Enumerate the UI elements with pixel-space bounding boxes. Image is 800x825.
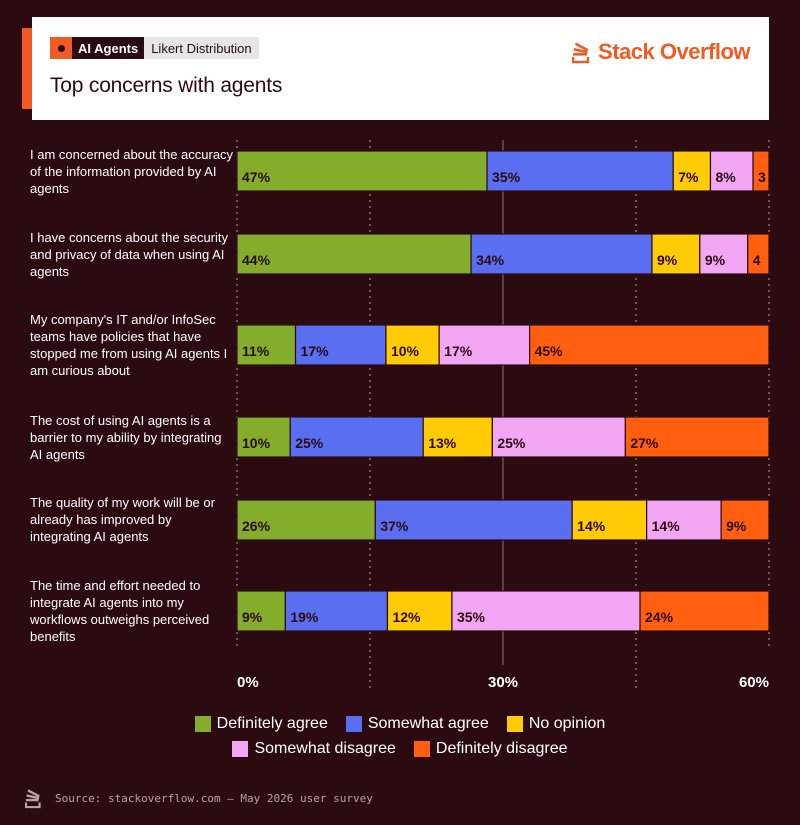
data-label: 10% xyxy=(242,435,271,451)
bar-segment xyxy=(752,150,770,192)
data-label: 14% xyxy=(577,518,606,534)
data-label: 4 xyxy=(753,252,761,268)
source-note: Source: stackoverflow.com – May 2026 use… xyxy=(25,787,373,809)
bar-segment xyxy=(284,590,389,632)
bar-segment xyxy=(385,324,440,366)
row-label: My company's IT and/or InfoSec teams hav… xyxy=(30,312,228,378)
data-label: 44% xyxy=(242,252,271,268)
bar-segment xyxy=(236,590,286,632)
legend-item-definitely-agree: Definitely agree xyxy=(194,715,328,733)
legend: Definitely agree Somewhat agree No opini… xyxy=(0,715,800,765)
legend-item-definitely-disagree: Definitely disagree xyxy=(413,740,568,758)
data-label: 19% xyxy=(290,609,319,625)
data-label: 25% xyxy=(295,435,324,451)
data-label: 27% xyxy=(630,435,659,451)
legend-swatch xyxy=(506,716,523,732)
bar-segment xyxy=(672,150,712,192)
bar-segment xyxy=(528,324,770,366)
bar-segment xyxy=(486,150,674,192)
tag-secondary: Likert Distribution xyxy=(144,37,259,59)
data-label: 34% xyxy=(476,252,505,268)
bar-segment xyxy=(236,324,297,366)
bar-segment xyxy=(451,590,641,632)
bar-segment xyxy=(571,499,648,541)
category-tag: AI Agents Likert Distribution xyxy=(50,37,259,59)
bar-segment xyxy=(491,416,626,458)
bar-segment xyxy=(289,416,424,458)
legend-label: Somewhat agree xyxy=(367,715,489,732)
data-label: 12% xyxy=(392,609,421,625)
data-label: 14% xyxy=(652,518,681,534)
data-label: 7% xyxy=(678,169,699,185)
data-label: 35% xyxy=(457,609,486,625)
legend-label: No opinion xyxy=(528,715,606,732)
bar-segment xyxy=(236,150,488,192)
data-label: 3 xyxy=(758,169,766,185)
legend-label: Definitely agree xyxy=(216,715,328,732)
brand-logo: Stack Overflow xyxy=(572,39,750,65)
data-label: 17% xyxy=(444,343,473,359)
bar-segment xyxy=(646,499,722,541)
bar-segment xyxy=(747,233,770,275)
header-accent-bar xyxy=(22,28,32,109)
brand-name: Stack Overflow xyxy=(598,39,750,64)
stacked-bar-chart: 47% 35% 7% 8% 3 44% 34% 9% 9% 4 11% 17% 10% 17% 45% 10%… xyxy=(236,140,770,691)
x-tick-label: 60% xyxy=(739,674,769,691)
data-label: 25% xyxy=(497,435,526,451)
x-tick-label: 30% xyxy=(488,674,518,691)
legend-label: Definitely disagree xyxy=(435,740,568,757)
legend-item-somewhat-agree: Somewhat agree xyxy=(345,715,489,733)
page-title: Top concerns with agents xyxy=(50,74,283,97)
legend-swatch xyxy=(232,741,249,757)
data-label: 26% xyxy=(242,518,271,534)
header-card: AI Agents Likert Distribution Top concer… xyxy=(32,17,769,120)
bar-segment xyxy=(699,233,749,275)
legend-swatch xyxy=(194,716,211,732)
data-label: 13% xyxy=(428,435,457,451)
data-label: 45% xyxy=(535,343,564,359)
data-label: 37% xyxy=(380,518,409,534)
data-label: 17% xyxy=(301,343,330,359)
data-label: 10% xyxy=(391,343,420,359)
data-label: 8% xyxy=(715,169,736,185)
bar-segment xyxy=(651,233,701,275)
legend-label: Somewhat disagree xyxy=(254,740,396,757)
legend-swatch xyxy=(413,741,430,757)
data-label: 35% xyxy=(492,169,521,185)
row-label: The time and effort needed to integrate … xyxy=(30,578,210,644)
bar-segment xyxy=(374,499,573,541)
tag-dot-icon xyxy=(50,37,72,59)
data-label: 9% xyxy=(657,252,678,268)
source-text: Source: stackoverflow.com – May 2026 use… xyxy=(55,791,373,805)
data-label: 9% xyxy=(726,518,747,534)
legend-item-no-opinion: No opinion xyxy=(506,715,606,733)
row-label: The cost of using AI agents is a barrier… xyxy=(30,413,222,462)
bar-segment xyxy=(639,590,770,632)
bar-segment xyxy=(236,233,472,275)
stack-overflow-icon xyxy=(572,42,590,64)
legend-item-somewhat-disagree: Somewhat disagree xyxy=(232,740,396,758)
bar-segment xyxy=(624,416,770,458)
x-tick-label: 0% xyxy=(237,674,259,691)
bar-segment xyxy=(386,590,453,632)
tag-primary: AI Agents xyxy=(72,37,145,59)
data-label: 9% xyxy=(705,252,726,268)
stack-overflow-icon xyxy=(25,789,41,809)
data-label: 9% xyxy=(242,609,263,625)
data-label: 24% xyxy=(645,609,674,625)
bar-segment xyxy=(709,150,754,192)
bar-segment xyxy=(236,499,376,541)
row-label: I am concerned about the accuracy of the… xyxy=(30,147,234,196)
data-label: 11% xyxy=(242,343,270,359)
bar-segment xyxy=(438,324,531,366)
bar-segment xyxy=(470,233,653,275)
bar-segment xyxy=(422,416,493,458)
row-label: I have concerns about the security and p… xyxy=(30,230,229,279)
data-label: 47% xyxy=(242,169,271,185)
row-label: The quality of my work will be or alread… xyxy=(30,495,215,544)
bar-segment xyxy=(720,499,770,541)
legend-swatch xyxy=(345,716,362,732)
